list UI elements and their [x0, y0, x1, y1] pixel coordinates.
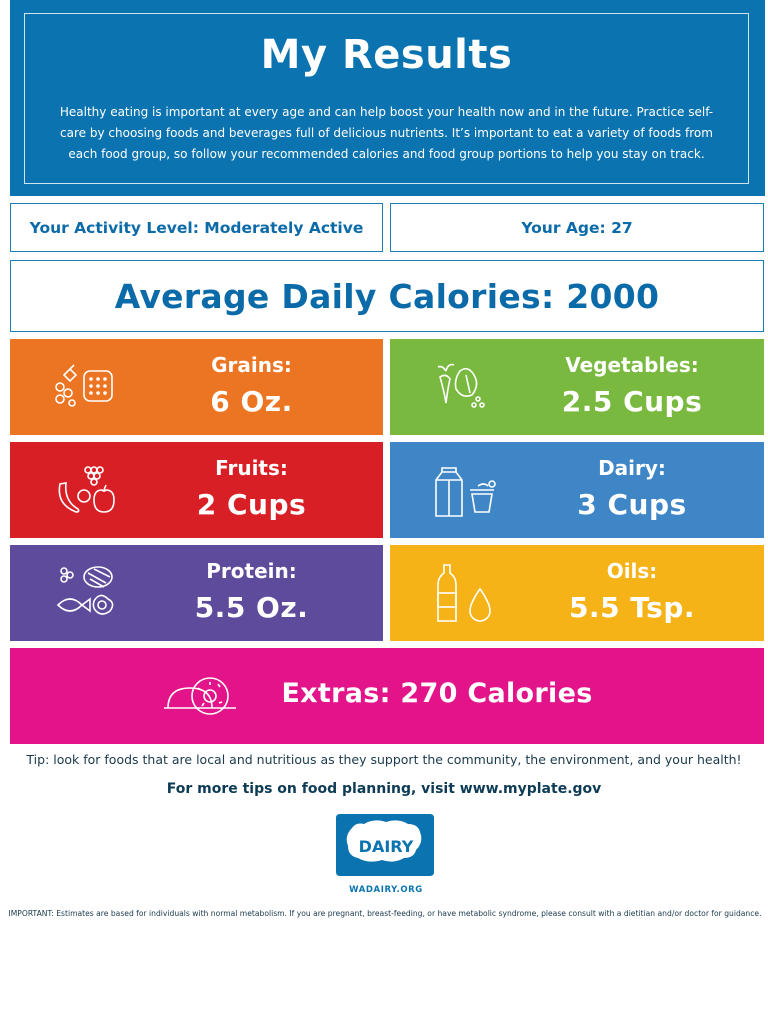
grains-label: Grains: — [211, 353, 292, 377]
wadairy-logo[interactable]: DAIRY WADAIRY.ORG — [334, 810, 438, 896]
oils-icon — [437, 564, 491, 622]
intro-text: Healthy eating is important at every age… — [59, 105, 714, 161]
header-frame: My Results Healthy eating is important a… — [24, 13, 749, 184]
logo-site: WADAIRY.ORG — [349, 885, 423, 895]
extras-label: Extras: 270 Calories — [281, 678, 593, 709]
vegetables-tile: Vegetables: 2.5 Cups — [390, 339, 764, 435]
activity-level-box: Your Activity Level: Moderately Active — [10, 203, 383, 252]
more-tips-link[interactable]: For more tips on food planning, visit ww… — [166, 781, 602, 797]
grains-value: 6 Oz. — [210, 385, 293, 418]
daily-calories-text: Average Daily Calories: 2000 — [114, 276, 660, 316]
grains-icon — [55, 364, 113, 407]
oils-tile: Oils: 5.5 Tsp. — [390, 545, 764, 641]
activity-level-text: Your Activity Level: Moderately Active — [29, 218, 364, 237]
grains-tile: Grains: 6 Oz. — [10, 339, 383, 435]
protein-label: Protein: — [206, 559, 297, 583]
age-box: Your Age: 27 — [390, 203, 764, 252]
fruits-icon — [58, 466, 115, 513]
fruits-tile: Fruits: 2 Cups — [10, 442, 383, 538]
protein-tile: Protein: 5.5 Oz. — [10, 545, 383, 641]
fruits-label: Fruits: — [215, 456, 288, 480]
page-title: My Results — [260, 32, 513, 78]
daily-calories-box: Average Daily Calories: 2000 — [10, 260, 764, 332]
vegetables-value: 2.5 Cups — [561, 385, 703, 418]
fruits-value: 2 Cups — [196, 488, 307, 521]
vegetables-label: Vegetables: — [565, 353, 699, 377]
protein-icon — [56, 566, 114, 615]
age-text: Your Age: 27 — [521, 218, 633, 237]
oils-label: Oils: — [606, 559, 658, 583]
dairy-tile: Dairy: 3 Cups — [390, 442, 764, 538]
donut-icon — [164, 677, 236, 715]
dairy-value: 3 Cups — [577, 488, 687, 521]
important-disclaimer: IMPORTANT: Estimates are based for indiv… — [8, 909, 762, 918]
dairy-label: Dairy: — [598, 456, 666, 480]
dairy-icon — [435, 467, 496, 517]
protein-value: 5.5 Oz. — [194, 591, 309, 624]
oils-value: 5.5 Tsp. — [568, 591, 696, 624]
extras-tile: Extras: 270 Calories — [10, 648, 764, 744]
vegetables-icon — [437, 363, 485, 408]
results-header: My Results Healthy eating is important a… — [10, 0, 765, 196]
logo-word: DAIRY — [359, 837, 414, 856]
tip-text: Tip: look for foods that are local and n… — [26, 752, 742, 767]
